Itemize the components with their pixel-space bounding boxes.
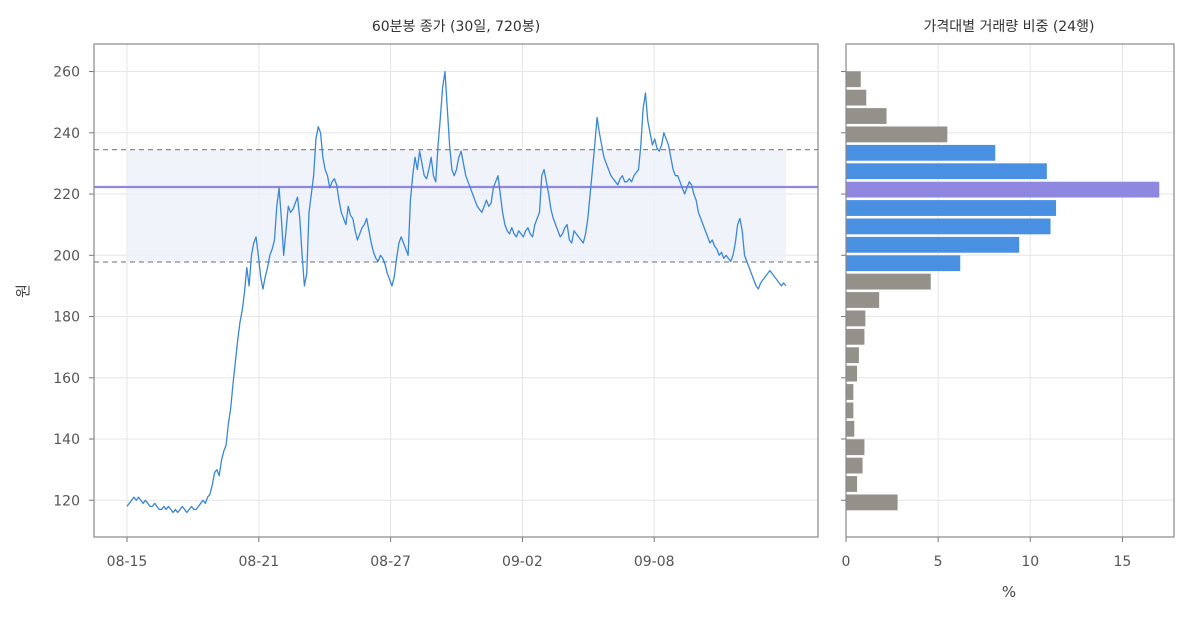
volume-bar-normal [846, 347, 859, 364]
price-y-tick-label: 160 [53, 371, 80, 387]
volume-bar-value-area [846, 144, 996, 161]
volume-bar-normal [846, 439, 865, 456]
price-y-tick-label: 120 [53, 493, 80, 509]
volume-bar-normal [846, 292, 880, 308]
price-grid [94, 44, 818, 537]
volume-bar-normal [846, 402, 854, 419]
volume-bar-normal [846, 108, 887, 124]
price-x-tick-label: 08-21 [238, 554, 279, 570]
volume-bar-normal [846, 476, 858, 492]
volume-bar-normal [846, 420, 855, 437]
volume-bar-normal [846, 457, 863, 474]
price-y-tick-label: 180 [53, 310, 80, 326]
volume-bar-poc [846, 181, 1160, 198]
volume-bar-normal [846, 89, 867, 106]
volume-bar-normal [846, 71, 861, 88]
price-axis-label: 원 [14, 284, 32, 298]
price-marks [94, 70, 818, 514]
volume-bar-value-area [846, 236, 1020, 253]
volume-x-tick-label: 15 [1113, 554, 1131, 570]
volume-x-tick-label: 10 [1021, 554, 1039, 570]
price-y-tick-label: 240 [53, 126, 80, 142]
volume-grid [845, 44, 1174, 537]
volume-bar-value-area [846, 200, 1057, 216]
price-y-tick-label: 200 [53, 248, 80, 264]
volume-bar-normal [846, 384, 854, 400]
volume-bar-value-area [846, 218, 1051, 235]
volume-bar-normal [846, 310, 866, 327]
price-axes: 120 140 160 180 200 220 240 260 08-15 08-21 08-27 0… [53, 65, 674, 570]
price-x-tick-label: 08-15 [107, 554, 148, 570]
price-x-tick-label: 09-08 [634, 554, 675, 570]
volume-bar-normal [846, 273, 931, 290]
price-x-tick-label: 09-02 [502, 554, 543, 570]
volume-x-tick-label: 5 [934, 554, 943, 570]
price-series-line [126, 70, 787, 514]
volume-marks [846, 71, 1160, 511]
price-y-tick-label: 220 [53, 187, 80, 203]
volume-bar-normal [846, 365, 858, 382]
volume-plot-frame [845, 43, 1175, 538]
volume-x-tick-label: 0 [842, 554, 851, 570]
volume-axes: 0 5 10 15 [841, 71, 1131, 570]
price-y-tick-label: 260 [53, 65, 80, 81]
volume-bar-normal [846, 494, 898, 511]
price-x-tick-label: 08-27 [370, 554, 411, 570]
volume-bar-value-area [846, 163, 1047, 180]
price-y-tick-label: 140 [53, 432, 80, 448]
volume-axis-label: % [1002, 583, 1016, 601]
volume-bar-normal [846, 126, 948, 143]
volume-bar-normal [846, 328, 865, 345]
price-chart-title: 60분봉 종가 (30일, 720봉) [372, 19, 540, 35]
price-plot-frame [93, 43, 819, 538]
volume-profile-title: 가격대별 거래량 비중 (24행) [924, 19, 1095, 35]
volume-bar-value-area [846, 255, 961, 272]
